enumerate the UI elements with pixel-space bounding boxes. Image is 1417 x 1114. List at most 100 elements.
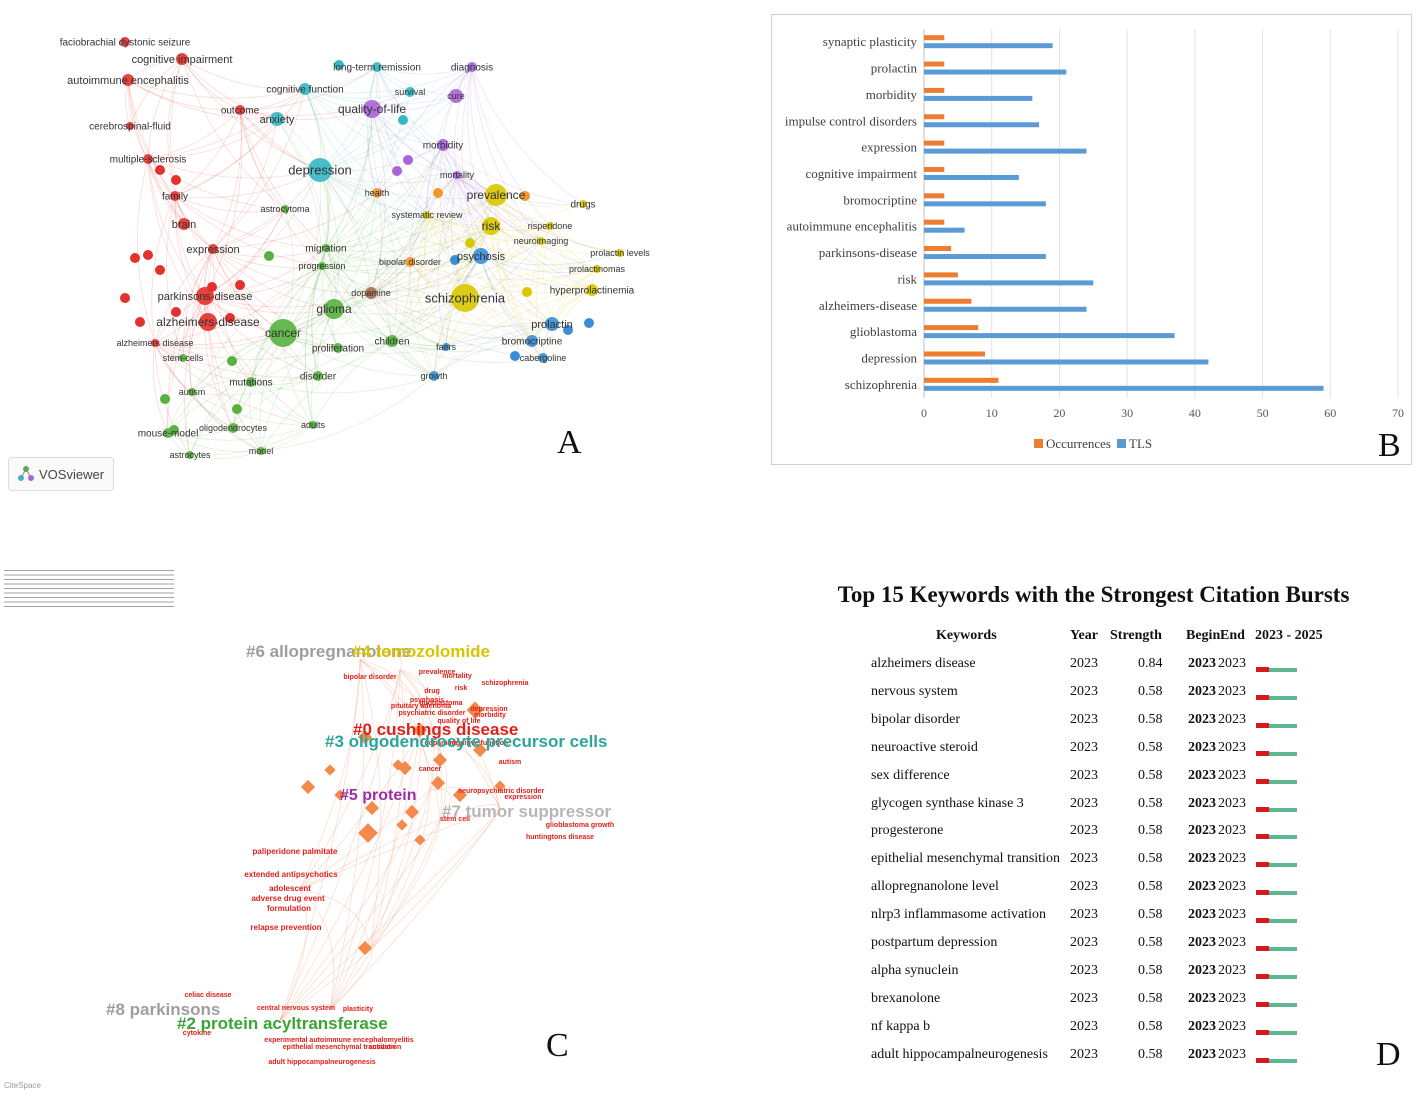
keyword-bar-chart: synaptic plasticity prolactin morbidity imp… [785,29,1404,451]
burst-timeline-bar [1256,973,1297,979]
burst-strength: 0.58 [1138,879,1163,895]
network-label-cerebrospinal-fluid: cerebrospinal-fluid [89,122,171,133]
network-label-mouse-model: mouse-model [138,429,199,440]
network-edge [147,158,206,297]
citespace-link [279,809,501,1021]
network-edge [417,214,435,377]
burst-begin: 2023 [1188,879,1216,895]
network-edge [282,332,435,377]
burst-begin: 2023 [1188,990,1216,1006]
network-edge [426,214,593,291]
bar-occurrences-parkinsons-disease [924,246,952,252]
network-label-model: model [249,446,274,456]
burst-timeline-bar [1256,778,1297,784]
burst-begin: 2023 [1188,1018,1216,1034]
network-edge [426,144,444,216]
network-edge [304,88,378,194]
network-edge [370,214,428,294]
network-edge [529,225,551,342]
y-tick-label-morbidity: morbidity [866,87,918,102]
citespace-term-adolescent: adolescent [269,884,311,893]
network-edge [376,66,457,97]
network-edge [325,247,466,299]
network-edge [167,295,206,434]
network-label-morbidity: morbidity [423,141,464,152]
network-edge [154,342,234,429]
network-edge [325,247,372,294]
network-edge [282,261,411,334]
network-edge [181,58,241,111]
network-edge [319,169,497,200]
network-edge [321,265,435,377]
bar-tls-depression [924,359,1209,365]
burst-begin: 2023 [1188,795,1216,811]
burst-active-segment [1256,750,1269,756]
network-edge [137,158,156,344]
network-edge [480,255,593,291]
citespace-term-dopamine: dopamine [424,740,457,747]
network-node-parkinsons-disease [196,287,214,305]
bar-occurrences-impulse-control-disorders [924,114,945,120]
network-node-minor [450,255,460,265]
network-edge [426,214,598,270]
burst-year: 2023 [1070,795,1098,811]
network-edge [282,297,466,336]
network-edge [445,323,553,348]
network-edge [260,375,435,452]
vosviewer-badge: VOSviewer [8,457,114,491]
network-edge [212,248,323,269]
burst-end: 2023 [1218,795,1246,811]
citespace-term-expression: expression [505,794,542,801]
burst-active-segment [1256,918,1269,924]
network-label-systematic-review: systematic review [391,210,463,220]
network-labels: faciobrachial dystonic seizure cognitive … [60,38,651,461]
network-edge [189,424,314,456]
network-edge [442,144,542,242]
network-node-alzheimers-disease [199,313,217,331]
network-edge [170,58,185,225]
network-edge [467,66,492,227]
network-edge [321,261,411,272]
network-node-quality-of-life [363,100,381,118]
network-edge [311,308,335,426]
network-edge [456,174,553,325]
network-edge [127,79,278,120]
citespace-node [364,800,380,816]
burst-timeline-bar [1256,918,1297,924]
network-edges [125,58,621,459]
bar-tls-bromocriptine [924,201,1046,207]
network-edge [376,66,473,75]
citespace-link [399,669,435,791]
network-node-minor [155,265,165,275]
network-edge [319,91,411,171]
network-edge [321,265,393,342]
network-edge [174,195,323,267]
burst-strength: 0.58 [1138,1018,1163,1034]
network-edge [370,292,544,359]
network-edge [464,267,598,299]
citespace-term-mortality: mortality [442,673,472,680]
panel-label-a: A [557,424,582,461]
network-edge [371,66,473,110]
citespace-link [439,804,501,821]
network-edge [409,225,492,263]
network-edge [191,375,319,396]
citespace-term-autism: autism [499,759,522,766]
y-tick-label-glioblastoma: glioblastoma [850,324,917,339]
citespace-link [369,809,501,951]
network-edge [549,225,598,270]
network-node-oligodendrocytes [228,423,238,433]
network-edge [239,88,306,111]
y-tick-label-cognitive-impairment: cognitive impairment [805,166,917,181]
burst-end: 2023 [1218,879,1246,895]
citespace-link [299,789,431,891]
network-edge [127,79,149,160]
bar-tls-cognitive-impairment [924,174,1019,180]
network-node-minor [155,165,165,175]
network-edge [311,247,327,377]
network-edge [426,66,473,216]
network-edge [174,109,241,197]
citespace-link [359,659,421,731]
network-edge [325,174,458,249]
